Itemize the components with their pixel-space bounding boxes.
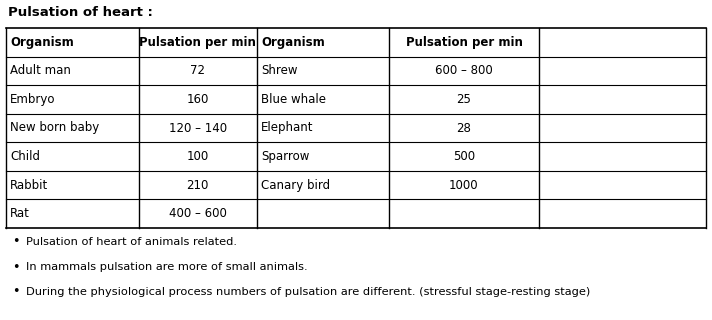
Text: •: • xyxy=(12,285,19,299)
Bar xyxy=(6,28,706,228)
Text: New born baby: New born baby xyxy=(10,122,99,134)
Text: 120 – 140: 120 – 140 xyxy=(169,122,227,134)
Text: 28: 28 xyxy=(456,122,471,134)
Text: Pulsation of heart of animals related.: Pulsation of heart of animals related. xyxy=(26,237,237,247)
Text: Pulsation per min: Pulsation per min xyxy=(406,36,523,49)
Text: 160: 160 xyxy=(187,93,209,106)
Text: Pulsation per min: Pulsation per min xyxy=(140,36,256,49)
Text: Blue whale: Blue whale xyxy=(261,93,326,106)
Text: Pulsation of heart :: Pulsation of heart : xyxy=(8,6,153,19)
Text: 400 – 600: 400 – 600 xyxy=(169,207,226,220)
Text: Elephant: Elephant xyxy=(261,122,313,134)
Text: Shrew: Shrew xyxy=(261,64,298,77)
Text: 100: 100 xyxy=(187,150,209,163)
Text: In mammals pulsation are more of small animals.: In mammals pulsation are more of small a… xyxy=(26,262,308,272)
Text: Embryo: Embryo xyxy=(10,93,56,106)
Text: Adult man: Adult man xyxy=(10,64,71,77)
Text: 210: 210 xyxy=(187,179,209,192)
Text: During the physiological process numbers of pulsation are different. (stressful : During the physiological process numbers… xyxy=(26,287,590,297)
Text: 25: 25 xyxy=(456,93,471,106)
Text: Rat: Rat xyxy=(10,207,30,220)
Text: Organism: Organism xyxy=(261,36,325,49)
Text: Sparrow: Sparrow xyxy=(261,150,309,163)
Text: 1000: 1000 xyxy=(449,179,478,192)
Text: 72: 72 xyxy=(190,64,205,77)
Text: •: • xyxy=(12,236,19,249)
Text: Rabbit: Rabbit xyxy=(10,179,48,192)
Text: 600 – 800: 600 – 800 xyxy=(435,64,493,77)
Text: 500: 500 xyxy=(453,150,475,163)
Text: •: • xyxy=(12,260,19,274)
Text: Canary bird: Canary bird xyxy=(261,179,330,192)
Text: Organism: Organism xyxy=(10,36,74,49)
Text: Child: Child xyxy=(10,150,40,163)
